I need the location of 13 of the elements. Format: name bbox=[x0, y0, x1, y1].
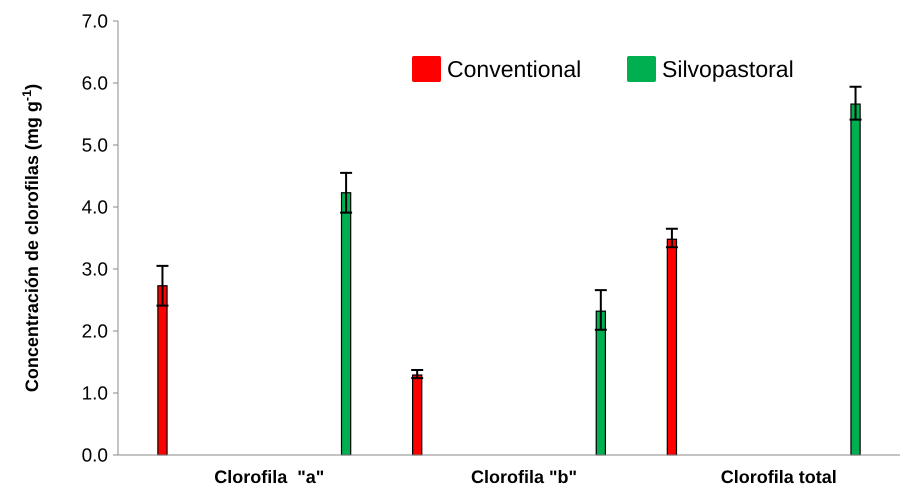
y-tick-label: 3.0 bbox=[82, 260, 108, 281]
y-tick-label: 5.0 bbox=[82, 136, 108, 157]
y-tick-label: 0.0 bbox=[82, 446, 108, 467]
y-tick-label: 6.0 bbox=[82, 74, 108, 95]
legend-label: Silvopastoral bbox=[662, 56, 794, 82]
x-tick-label: Clorofila "b" bbox=[470, 467, 578, 487]
y-tick-label: 1.0 bbox=[82, 384, 108, 405]
x-tick-label: Clorofila total bbox=[720, 467, 837, 487]
y-tick-label: 2.0 bbox=[82, 322, 108, 343]
x-tick-label: Clorofila "a" bbox=[214, 467, 324, 487]
legend-label: Conventional bbox=[447, 56, 582, 82]
y-tick-label: 4.0 bbox=[82, 198, 108, 219]
y-tick-label: 7.0 bbox=[82, 12, 108, 33]
